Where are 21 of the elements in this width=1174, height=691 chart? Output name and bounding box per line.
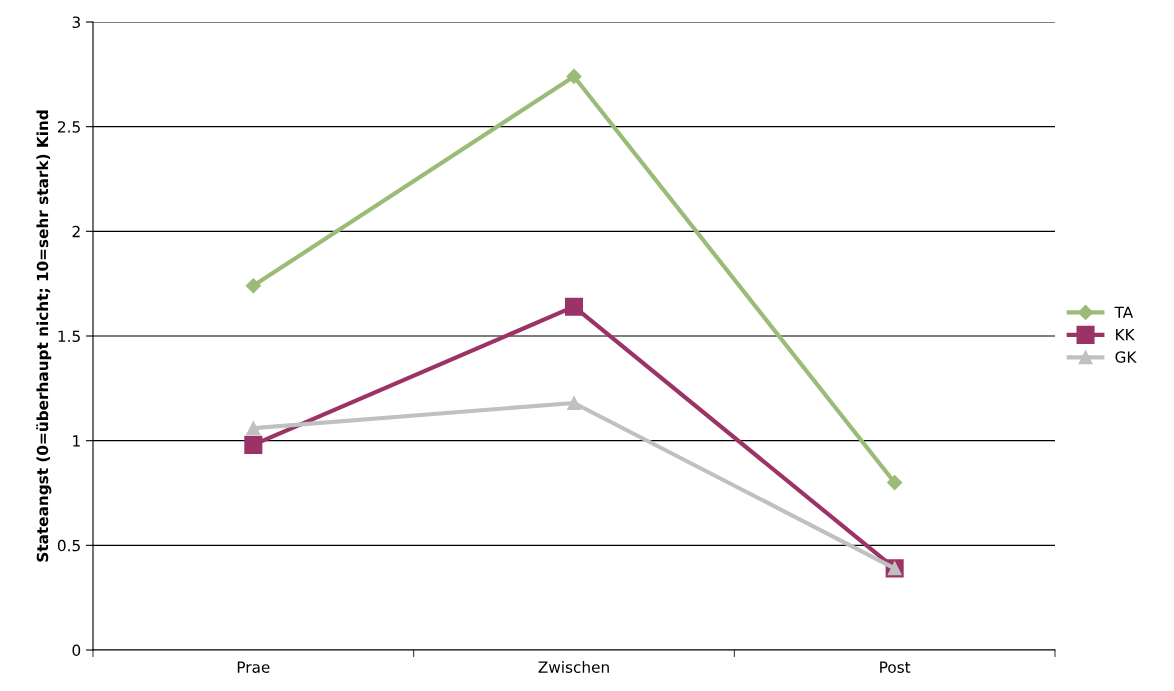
- y-tick-label: 1.5: [58, 330, 80, 343]
- legend-label: GK: [1115, 351, 1137, 363]
- point: [887, 474, 903, 491]
- y-tick-label: 3: [72, 16, 80, 29]
- point: [246, 421, 261, 436]
- y-tick-label: 2.5: [58, 121, 80, 133]
- y-axis-title: Stateangst (0=überhaupt nicht; 10=sehr stark) Kind: [36, 110, 52, 562]
- y-tick-label: 0.5: [57, 539, 80, 552]
- point: [244, 435, 263, 454]
- x-tick-label: Post: [880, 661, 911, 673]
- point: [245, 278, 261, 294]
- point: [564, 297, 584, 316]
- y-tick-label: 0: [72, 644, 81, 657]
- legend-label: KK: [1116, 329, 1135, 341]
- legend-label: TA: [1114, 306, 1134, 318]
- y-tick-label: 1: [73, 435, 80, 447]
- point: [567, 396, 581, 410]
- y-tick-label: 2: [72, 225, 80, 238]
- point: [566, 68, 582, 84]
- x-tick-label: Zwischen: [538, 661, 609, 673]
- x-tick-label: Prae: [237, 661, 270, 673]
